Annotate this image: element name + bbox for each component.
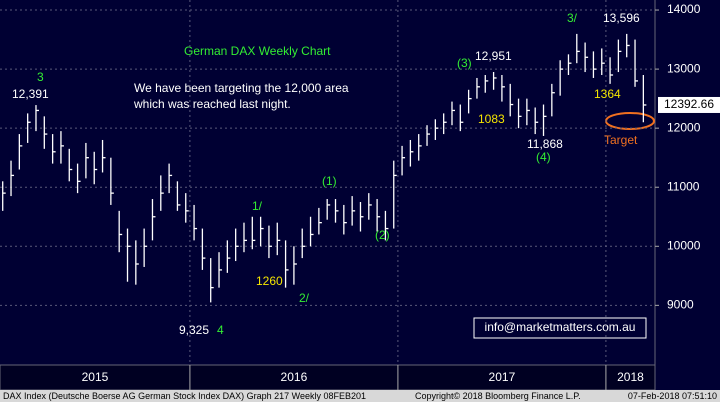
footer-bar xyxy=(0,390,720,402)
y-tick-label: 12000 xyxy=(667,120,701,134)
annotation: 11,868 xyxy=(527,137,563,151)
annotation: (2) xyxy=(375,228,390,242)
last-price-label: 12392.66 xyxy=(664,97,714,111)
footer-text: Copyright© 2018 Bloomberg Finance L.P. xyxy=(415,391,581,401)
footer-text: DAX Index (Deutsche Boerse AG German Sto… xyxy=(3,391,366,401)
x-tick-label: 2017 xyxy=(489,370,516,384)
annotation: Target xyxy=(604,133,638,147)
annotation: (3) xyxy=(457,56,472,70)
annotation: 12,951 xyxy=(475,49,512,63)
contact-box xyxy=(473,317,647,339)
y-tick-label: 11000 xyxy=(667,179,700,193)
y-tick-label: 9000 xyxy=(667,298,694,312)
y-tick-label: 13000 xyxy=(667,61,701,75)
subtitle: which was reached last night. xyxy=(133,97,291,111)
annotation: 3/ xyxy=(567,11,578,25)
annotation: (4) xyxy=(536,150,551,164)
y-tick-label: 10000 xyxy=(667,238,701,252)
last-price-box xyxy=(658,96,720,113)
annotation: 1364 xyxy=(594,87,621,101)
y-tick-label: 14000 xyxy=(667,2,701,16)
x-tick-label: 2015 xyxy=(82,370,109,384)
subtitle: We have been targeting the 12,000 area xyxy=(134,81,349,95)
annotation: 9,325 xyxy=(179,323,209,337)
chart-title: German DAX Weekly Chart xyxy=(184,44,331,58)
footer-text: 07-Feb-2018 07:51:10 xyxy=(628,391,717,401)
annotation: 13,596 xyxy=(603,11,640,25)
annotation: 1/ xyxy=(252,199,263,213)
x-tick-label: 2018 xyxy=(617,370,644,384)
annotation: 3 xyxy=(37,70,44,84)
x-tick-label: 2016 xyxy=(281,370,308,384)
annotation: 12,391 xyxy=(12,87,49,101)
annotation: 4 xyxy=(217,323,224,337)
annotation: 2/ xyxy=(299,291,310,305)
annotation: 1260 xyxy=(256,274,283,288)
annotation: 1083 xyxy=(478,112,505,126)
annotation: (1) xyxy=(322,174,337,188)
contact: info@marketmatters.com.au xyxy=(485,320,636,334)
